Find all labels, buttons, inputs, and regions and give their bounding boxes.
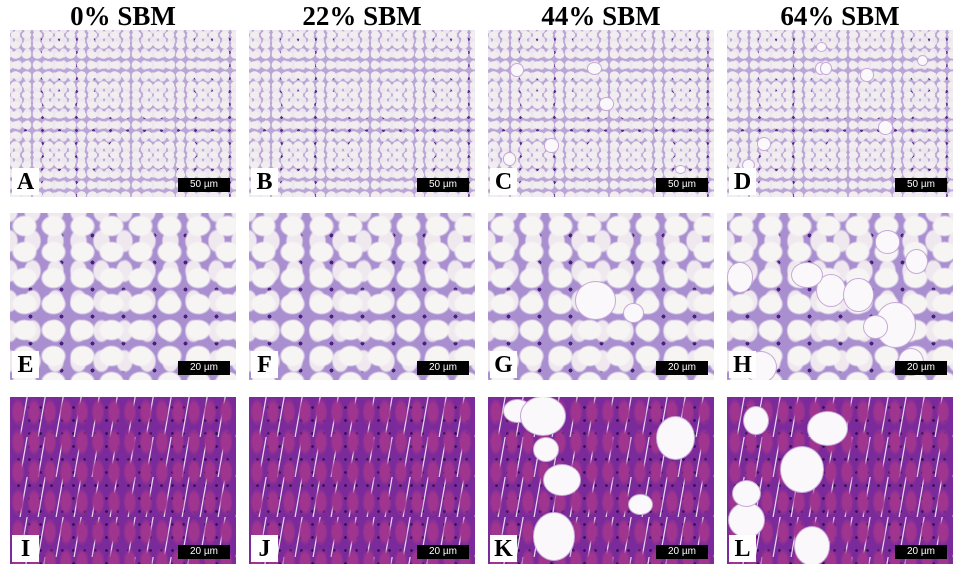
panel-label: C bbox=[490, 168, 517, 195]
scale-bar: 20 µm bbox=[178, 361, 230, 375]
scale-bar: 20 µm bbox=[656, 545, 708, 559]
lipid-droplet bbox=[543, 465, 580, 495]
lipid-droplet bbox=[807, 412, 848, 446]
scale-bar: 20 µm bbox=[417, 361, 469, 375]
column-title-3: 64% SBM bbox=[780, 1, 900, 31]
scale-bar: 50 µm bbox=[417, 178, 469, 192]
lipid-droplet bbox=[817, 274, 845, 306]
lipid-droplet bbox=[511, 64, 524, 77]
column-title-0: 0% SBM bbox=[70, 1, 176, 31]
lipid-droplet bbox=[503, 153, 516, 165]
scale-bar: 50 µm bbox=[178, 178, 230, 192]
scale-bar: 20 µm bbox=[417, 545, 469, 559]
micrograph-panel: K 20 µm bbox=[488, 397, 714, 564]
lipid-droplet bbox=[728, 263, 753, 292]
lipid-droplet bbox=[520, 397, 566, 435]
lipid-droplet bbox=[878, 121, 892, 134]
lipid-droplet bbox=[742, 159, 754, 170]
panel-label: K bbox=[490, 535, 517, 562]
lipid-droplet bbox=[732, 481, 761, 507]
micrograph-panel: G 20 µm bbox=[488, 213, 714, 380]
scale-bar: 50 µm bbox=[895, 178, 947, 192]
panel-label: E bbox=[12, 351, 39, 378]
lipid-droplet bbox=[794, 527, 830, 564]
micrograph-panel: E 20 µm bbox=[10, 213, 236, 380]
lipid-droplet bbox=[844, 278, 873, 311]
lipid-droplet bbox=[864, 316, 887, 338]
micrograph-panel: J 20 µm bbox=[249, 397, 475, 564]
panel-label: A bbox=[12, 168, 39, 195]
micrograph-panel: L 20 µm bbox=[727, 397, 953, 564]
lipid-droplet bbox=[906, 250, 927, 274]
lipid-droplet bbox=[534, 438, 558, 461]
panel-label: D bbox=[729, 168, 756, 195]
micrograph-panel: B 50 µm bbox=[249, 30, 475, 197]
lipid-droplet bbox=[918, 56, 928, 66]
scale-bar: 20 µm bbox=[895, 361, 947, 375]
panel-label: F bbox=[251, 351, 278, 378]
lipid-droplet bbox=[533, 513, 575, 560]
lipid-droplet bbox=[575, 282, 615, 319]
lipid-droplet bbox=[817, 42, 827, 51]
micrograph-panel: C 50 µm bbox=[488, 30, 714, 197]
lipid-droplet bbox=[600, 98, 614, 110]
scale-bar: 50 µm bbox=[656, 178, 708, 192]
lipid-droplet bbox=[675, 165, 686, 174]
micrograph-panel: A 50 µm bbox=[10, 30, 236, 197]
panel-label: L bbox=[729, 535, 756, 562]
lipid-droplet bbox=[780, 447, 823, 492]
panel-label: J bbox=[251, 535, 278, 562]
micrograph-panel: H 20 µm bbox=[727, 213, 953, 380]
panel-label: G bbox=[490, 351, 517, 378]
lipid-droplet bbox=[861, 69, 873, 81]
lipid-droplet bbox=[875, 231, 900, 253]
lipid-droplet bbox=[587, 62, 601, 74]
lipid-droplet bbox=[656, 417, 694, 460]
micrograph-panel: F 20 µm bbox=[249, 213, 475, 380]
lipid-droplet bbox=[624, 303, 644, 322]
panel-label: I bbox=[12, 535, 39, 562]
scale-bar: 20 µm bbox=[178, 545, 230, 559]
micrograph-panel: I 20 µm bbox=[10, 397, 236, 564]
lipid-droplet bbox=[816, 62, 826, 74]
micrograph-panel: D 50 µm bbox=[727, 30, 953, 197]
lipid-droplet bbox=[743, 406, 768, 435]
scale-bar: 20 µm bbox=[895, 545, 947, 559]
lipid-droplet bbox=[544, 139, 558, 152]
lipid-droplet bbox=[728, 502, 765, 538]
lipid-droplet bbox=[629, 494, 653, 515]
scale-bar: 20 µm bbox=[656, 361, 708, 375]
lipid-droplet bbox=[757, 138, 771, 150]
panel-label: B bbox=[251, 168, 278, 195]
lipid-droplet bbox=[791, 263, 822, 288]
column-title-1: 22% SBM bbox=[302, 1, 422, 31]
lipid-droplet bbox=[821, 63, 832, 75]
column-title-2: 44% SBM bbox=[541, 1, 661, 31]
panel-label: H bbox=[729, 351, 756, 378]
